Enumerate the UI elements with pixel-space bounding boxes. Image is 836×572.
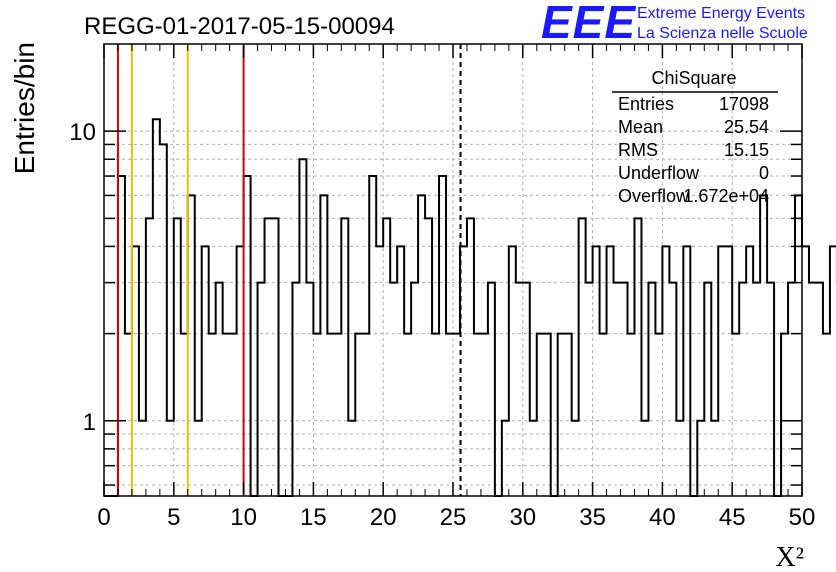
x-tick-label: 0	[97, 504, 110, 531]
stats-title: ChiSquare	[651, 68, 736, 88]
x-tick-label: 10	[230, 504, 257, 531]
stats-box: ChiSquare Entries 17098 Mean 25.54 RMS 15.15 U…	[612, 68, 778, 206]
stats-value: 1.672e+04	[683, 186, 769, 206]
x-tick-label: 5	[167, 504, 180, 531]
markers	[116, 44, 462, 496]
stats-value: 17098	[719, 94, 769, 114]
stats-value: 25.54	[724, 117, 769, 137]
logo-line-2: La Scienza nelle Scuole	[637, 25, 808, 42]
stats-value: 15.15	[724, 140, 769, 160]
stats-value: 0	[759, 163, 769, 183]
x-tick-label: 40	[649, 504, 676, 531]
x-tick-label: 30	[509, 504, 536, 531]
eee-logo: EEE Extreme Energy Events La Scienza nel…	[541, 0, 831, 48]
y-tick-label: 1	[83, 409, 96, 436]
x-axis-label: X²	[775, 542, 804, 572]
ticks: 0 5 10 15 20 25 30 35 40 45 50 1 10	[69, 44, 815, 531]
histogram-line	[104, 118, 836, 497]
stats-label: Overflow	[618, 186, 690, 206]
x-tick-label: 20	[370, 504, 397, 531]
logo-line-1: Extreme Energy Events	[637, 5, 806, 22]
x-tick-label: 25	[440, 504, 467, 531]
stats-label: Underflow	[618, 163, 700, 183]
x-tick-label: 35	[579, 504, 606, 531]
logo-mark: EEE	[541, 0, 637, 48]
stats-label: RMS	[618, 140, 658, 160]
y-tick-label: 10	[69, 119, 96, 146]
stats-label: Entries	[618, 94, 674, 114]
x-tick-label: 15	[300, 504, 327, 531]
x-tick-label: 45	[719, 504, 746, 531]
x-tick-label: 50	[789, 504, 816, 531]
y-axis-label: Entries/bin	[9, 42, 40, 174]
chart-title: REGG-01-2017-05-15-00094	[84, 13, 395, 40]
stats-label: Mean	[618, 117, 663, 137]
